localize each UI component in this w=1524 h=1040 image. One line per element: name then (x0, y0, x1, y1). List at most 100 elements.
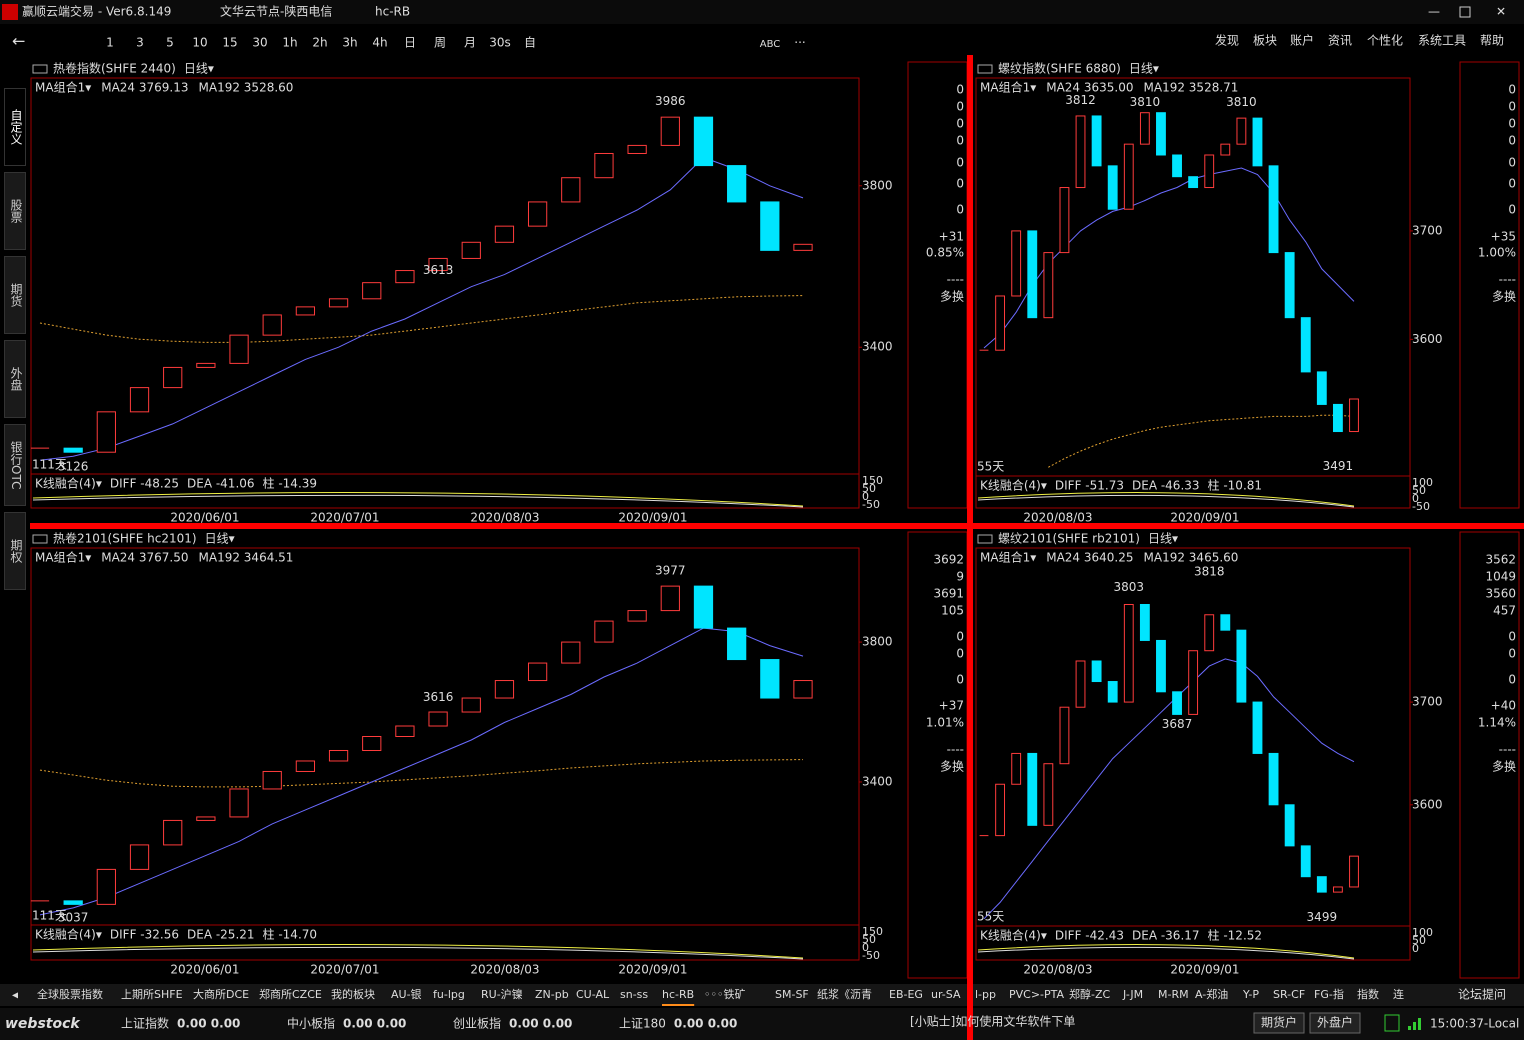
chart-frame (30, 77, 860, 509)
macd-curve (32, 946, 804, 960)
market-tab[interactable]: ZN-pb (535, 988, 569, 1001)
back[interactable]: ← (12, 32, 25, 51)
info-value: 0 (1508, 83, 1516, 97)
forum-link[interactable]: 论坛提问 (1458, 987, 1506, 1002)
market-tab[interactable]: l-pp (975, 988, 996, 1001)
ma-legend: MA组合1▾ (35, 550, 91, 565)
market-tab[interactable]: hc-RB (662, 988, 694, 1001)
menu-item[interactable]: 账户 (1290, 33, 1314, 48)
menu-item[interactable]: 发现 (1215, 33, 1239, 48)
macd-curve (32, 494, 804, 508)
candle (428, 257, 448, 272)
period-select[interactable]: 日线▾ (1148, 532, 1178, 546)
market-tab[interactable]: AU-银 (391, 987, 422, 1001)
candle (1172, 691, 1182, 715)
market-tab[interactable]: SR-CF (1273, 988, 1305, 1001)
market-tab[interactable]: 郑醇-ZC (1069, 987, 1111, 1001)
candle (1284, 252, 1295, 319)
period-button[interactable]: 5 (166, 36, 174, 50)
info-value: +35 (1491, 230, 1516, 244)
account-button[interactable]: 期货户 (1261, 1015, 1297, 1030)
period-button[interactable]: 15 (222, 36, 237, 50)
market-tab[interactable]: CU-AL (576, 988, 610, 1001)
abc-button[interactable]: ABC (760, 39, 781, 50)
candle (196, 362, 216, 368)
candle (1156, 112, 1166, 156)
tab-bar (0, 984, 1524, 1006)
market-tab[interactable]: J-JM (1122, 988, 1143, 1001)
period-button[interactable]: 30s (489, 36, 511, 50)
side-tab[interactable]: 期权 (4, 512, 26, 590)
period-button[interactable]: 1 (106, 36, 114, 50)
side-tab[interactable]: 股票 (4, 172, 26, 250)
market-tab[interactable]: SM-SF (775, 988, 809, 1001)
market-tab[interactable]: 大商所DCE (193, 987, 249, 1001)
market-tab[interactable]: 全球股票指数 (37, 987, 103, 1001)
candle (328, 298, 349, 308)
market-tab[interactable]: M-RM (1158, 988, 1189, 1001)
info-value: ---- (947, 273, 964, 287)
market-tab[interactable]: sn-ss (620, 988, 648, 1001)
period-button[interactable]: 2h (312, 36, 327, 50)
period-button[interactable]: 10 (192, 36, 207, 50)
market-tab[interactable]: fu-lpg (433, 988, 465, 1001)
account-button-frame (1253, 1012, 1305, 1034)
ma-legend: MA组合1▾ (35, 80, 91, 95)
period-button[interactable]: 自 (524, 36, 536, 50)
market-tab[interactable]: A-郑油 (1195, 987, 1228, 1001)
info-value: 0 (1508, 673, 1516, 687)
minimize[interactable]: — (1428, 5, 1440, 19)
macd-tick-label: 0 (1412, 942, 1419, 955)
price-annotation: 3491 (1323, 459, 1354, 473)
panel-icon (977, 534, 993, 544)
candle (1011, 752, 1022, 785)
market-tab[interactable]: 郑商所CZCE (259, 987, 322, 1001)
period-button[interactable]: 日 (404, 36, 416, 50)
ma-legend: MA24 3635.00 (1046, 81, 1133, 95)
candle (594, 620, 614, 643)
period-button[interactable]: 3h (342, 36, 357, 50)
candle (1059, 706, 1070, 765)
period-select[interactable]: 日线▾ (205, 532, 235, 546)
side-tab[interactable]: 银行OTC (4, 424, 26, 506)
period-button[interactable]: 30 (252, 36, 267, 50)
side-tab[interactable]: 期货 (4, 256, 26, 334)
market-tab[interactable]: 上期所SHFE (121, 988, 183, 1001)
account-button[interactable]: 外盘户 (1317, 1015, 1353, 1030)
market-tab[interactable]: PVC>-PTA (1009, 988, 1065, 1001)
candle (229, 788, 249, 818)
menu-item[interactable]: 板块 (1253, 34, 1277, 48)
side-tab[interactable]: 自定义 (4, 88, 26, 166)
tab-prev[interactable]: ◂ (12, 988, 18, 1002)
period-button[interactable]: 4h (372, 36, 387, 50)
market-tab[interactable]: Y-P (1242, 988, 1259, 1001)
period-button[interactable]: 1h (282, 36, 297, 50)
market-tab[interactable]: 指数 (1357, 987, 1379, 1001)
macd-curve (977, 494, 1355, 508)
menu-item[interactable]: 系统工具 (1418, 34, 1466, 48)
period-button[interactable]: 3 (136, 36, 144, 50)
period-select[interactable]: 日线▾ (1129, 62, 1159, 76)
market-tab[interactable]: RU-沪镍 (481, 987, 523, 1001)
menu-item[interactable]: 资讯 (1328, 34, 1352, 48)
market-tab[interactable]: 连 (1393, 988, 1404, 1001)
more-button[interactable]: ··· (794, 36, 805, 50)
period-button[interactable]: 周 (434, 36, 446, 50)
price-annotation: 3986 (655, 94, 686, 108)
info-frame (1459, 61, 1520, 509)
market-tab[interactable]: ur-SA (931, 988, 961, 1001)
ma-legend: MA192 3528.60 (199, 81, 294, 95)
menu-item[interactable]: 帮助 (1480, 34, 1504, 48)
close[interactable]: ✕ (1496, 5, 1506, 19)
period-button[interactable]: 月 (464, 36, 476, 50)
period-select[interactable]: 日线▾ (184, 62, 214, 76)
market-tab[interactable]: FG-指 (1314, 987, 1344, 1001)
market-tab[interactable]: 纸浆《沥青 (817, 987, 872, 1001)
side-tab[interactable]: 外盘 (4, 340, 26, 418)
menu-item[interactable]: 个性化 (1367, 34, 1403, 48)
market-tab[interactable]: 我的板块 (331, 987, 375, 1001)
maximize[interactable] (1459, 6, 1471, 18)
market-tab[interactable]: EB-EG (889, 988, 923, 1001)
market-tab[interactable]: ◦◦◦铁矿 (704, 988, 745, 1001)
candle (1300, 845, 1311, 878)
